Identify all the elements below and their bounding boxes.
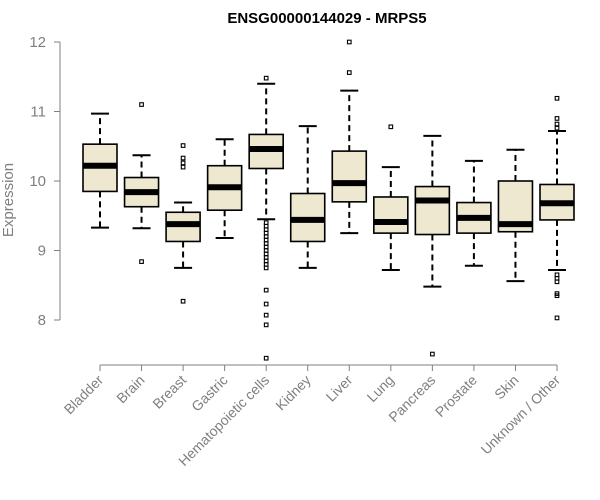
box-group <box>123 102 160 264</box>
outlier-point <box>554 116 560 121</box>
box-group <box>456 159 492 267</box>
outlier-point <box>430 351 435 357</box>
box-iqr <box>331 150 368 203</box>
outlier-point <box>263 287 269 293</box>
outlier-point <box>554 272 560 278</box>
x-category-label: Lung <box>364 372 397 405</box>
outlier-point <box>180 143 186 148</box>
x-category-label: Unknown / Other <box>478 372 564 458</box>
outlier-point <box>180 160 186 166</box>
box-iqr <box>414 185 451 236</box>
outlier-point <box>139 259 144 264</box>
outlier-point <box>263 75 269 81</box>
y-axis-title: Expression <box>0 163 17 237</box>
x-category-label: Liver <box>323 372 356 405</box>
y-tick-label: 8 <box>38 312 46 329</box>
plot-area <box>82 39 575 361</box>
outlier-point <box>554 95 560 101</box>
outlier-point <box>263 220 269 226</box>
box-iqr <box>373 196 409 234</box>
box-group <box>82 112 118 229</box>
box-group <box>289 125 326 269</box>
box-group <box>414 134 451 357</box>
x-category-label: Skin <box>491 372 522 403</box>
outlier-point <box>263 355 269 361</box>
outlier-point <box>554 121 560 127</box>
box-group <box>331 39 368 235</box>
outlier-point <box>388 124 394 130</box>
y-axis: 8 9 10 11 12 <box>29 34 61 329</box>
outlier-point <box>263 301 269 307</box>
box-group <box>248 75 284 361</box>
x-category-label: Kidney <box>272 372 314 414</box>
x-category-label: Prostate <box>432 372 480 420</box>
box-group <box>373 124 409 271</box>
y-tick-label: 10 <box>29 173 46 190</box>
y-tick-label: 11 <box>30 104 46 121</box>
outlier-point <box>346 70 352 75</box>
box-group <box>539 95 575 321</box>
y-tick-label: 12 <box>29 34 46 51</box>
outlier-point <box>180 298 186 304</box>
box-group <box>165 143 201 304</box>
outlier-point <box>139 102 144 107</box>
x-category-label: Brain <box>113 372 147 406</box>
outlier-point <box>346 39 352 45</box>
outlier-point <box>180 164 186 170</box>
x-category-label: Bladder <box>61 372 107 418</box>
outlier-point <box>180 155 186 161</box>
box-group <box>206 138 243 239</box>
outlier-point <box>554 125 560 131</box>
outlier-point <box>554 291 560 296</box>
outlier-point <box>263 312 269 318</box>
outlier-point <box>554 315 560 321</box>
x-category-label: Breast <box>149 372 189 412</box>
outlier-point <box>263 322 269 328</box>
y-tick-label: 9 <box>38 243 46 260</box>
box-group <box>497 148 534 283</box>
chart-title: ENSG00000144029 - MRPS5 <box>227 10 426 27</box>
